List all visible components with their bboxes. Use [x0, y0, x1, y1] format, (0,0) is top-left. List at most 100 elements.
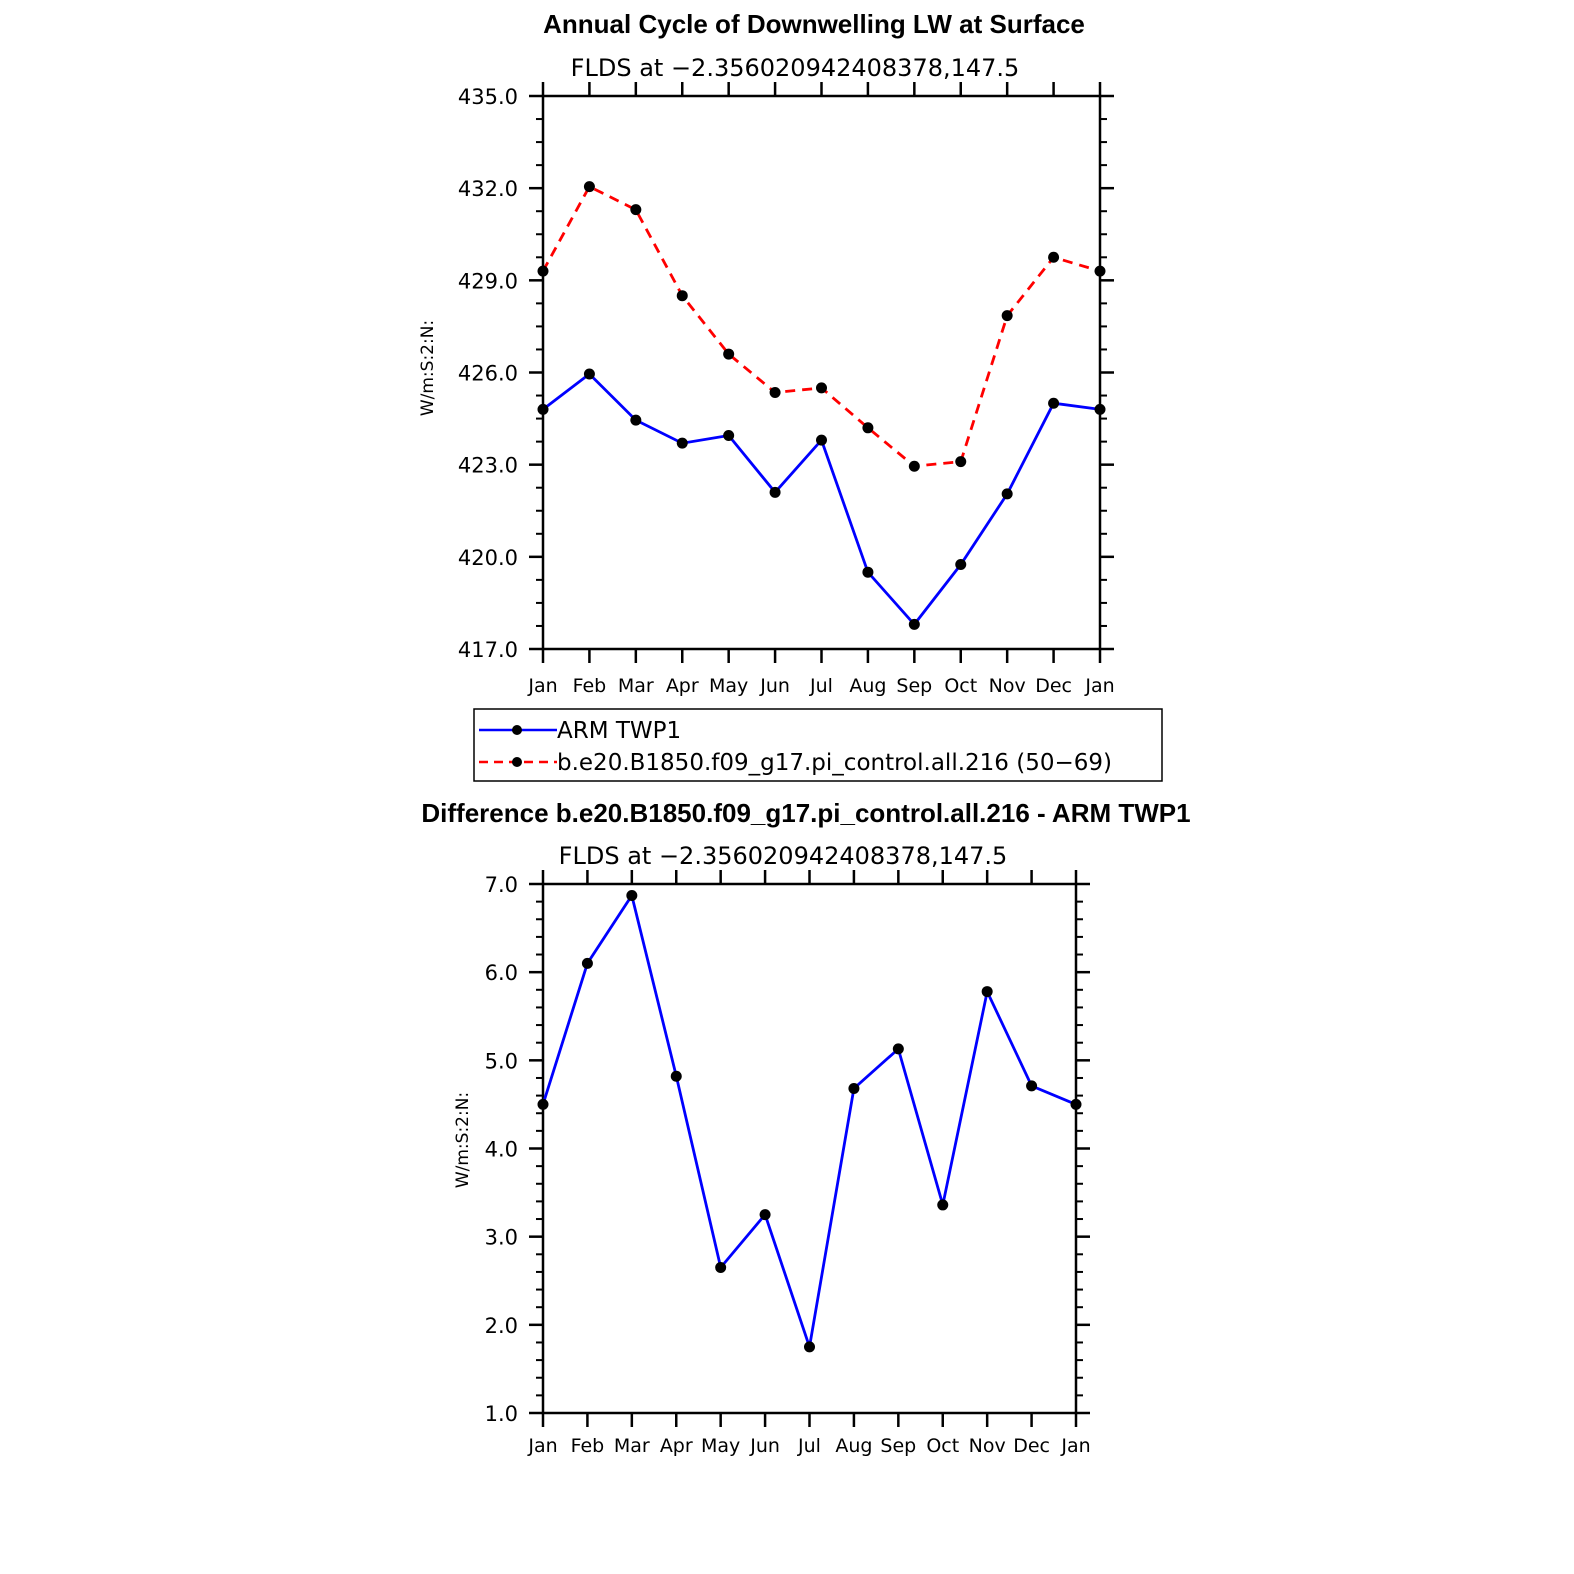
x-tick-label: Jan	[1060, 1435, 1090, 1457]
y-tick-label: 7.0	[485, 873, 518, 897]
data-point	[670, 1070, 682, 1082]
x-tick-label: Sep	[880, 1435, 916, 1457]
x-tick-label: Apr	[666, 675, 699, 697]
y-tick-label: 429.0	[458, 269, 518, 293]
data-point	[1094, 265, 1106, 277]
data-point	[769, 486, 781, 498]
data-point	[862, 422, 874, 434]
axes-frame: 1.0 2.0 3.0 4.0 5.0 6.0 7.0 Jan Feb Mar Apr May Jun J…	[485, 870, 1091, 1457]
data-point	[981, 986, 993, 998]
x-tick-label: Jan	[527, 675, 557, 697]
y-axis-label: W/m:S:2:N:	[418, 320, 438, 416]
chart-panel-annual-cycle: Annual Cycle of Downwelling LW at Surfac…	[418, 9, 1115, 697]
x-tick-label: Dec	[1035, 675, 1072, 697]
data-point	[630, 414, 642, 426]
series-line-0	[541, 892, 1077, 1348]
data-point	[1048, 251, 1060, 263]
x-tick-label: May	[709, 675, 748, 697]
legend-marker-arm	[512, 725, 522, 735]
legend-box	[473, 708, 1163, 782]
data-point	[583, 368, 595, 380]
data-point	[1070, 1098, 1082, 1110]
data-point	[908, 460, 920, 472]
data-point	[804, 1341, 815, 1353]
legend: ARM TWP1 b.e20.B1850.f09_g17.pi_control.…	[473, 708, 1163, 782]
x-tick-label: Nov	[989, 675, 1026, 697]
y-tick-label: 432.0	[458, 177, 518, 201]
x-tick-label: Jan	[1084, 675, 1114, 697]
plot-area	[537, 889, 1082, 1353]
y-tick-label: 4.0	[485, 1138, 518, 1162]
x-tick-label: Nov	[969, 1435, 1006, 1457]
data-point	[1094, 403, 1106, 415]
x-tick-label: Feb	[573, 675, 607, 697]
chart-subtitle: FLDS at −2.356020942408378,147.5	[559, 842, 1008, 870]
data-point	[626, 889, 638, 901]
x-tick-label: Apr	[660, 1435, 693, 1457]
data-point	[581, 957, 593, 969]
y-tick-label: 435.0	[458, 85, 518, 109]
x-tick-label: Aug	[835, 1435, 872, 1457]
x-tick-label: Mar	[618, 675, 654, 697]
data-point	[892, 1043, 904, 1055]
x-tick-label: Jan	[527, 1435, 557, 1457]
data-point	[759, 1209, 771, 1221]
chart-subtitle: FLDS at −2.356020942408378,147.5	[571, 54, 1020, 82]
x-tick-label: Jun	[749, 1435, 780, 1457]
data-point	[769, 386, 781, 398]
data-point	[1026, 1080, 1038, 1092]
x-tick-label: Oct	[944, 675, 977, 697]
data-point	[848, 1083, 860, 1095]
y-tick-label: 417.0	[458, 638, 518, 662]
data-point	[816, 382, 827, 394]
chart-title: Annual Cycle of Downwelling LW at Surfac…	[543, 9, 1085, 39]
data-point	[583, 181, 595, 193]
plot-area	[537, 181, 1106, 630]
x-tick-label: Dec	[1013, 1435, 1050, 1457]
x-tick-label: May	[701, 1435, 740, 1457]
x-tick-label: Mar	[614, 1435, 650, 1457]
data-point	[1001, 488, 1013, 500]
data-point	[816, 434, 827, 446]
data-point	[715, 1262, 727, 1274]
axes-frame: 417.0 420.0 423.0 426.0 429.0 432.0 435.0 Jan Fe…	[458, 82, 1115, 697]
data-point	[537, 265, 549, 277]
y-tick-label: 426.0	[458, 362, 518, 386]
chart-panel-difference: Difference b.e20.B1850.f09_g17.pi_contro…	[421, 798, 1190, 1457]
data-point	[862, 566, 874, 578]
legend-label-model: b.e20.B1850.f09_g17.pi_control.all.216 (…	[557, 750, 1112, 776]
data-point	[908, 618, 920, 630]
y-tick-label: 3.0	[485, 1226, 518, 1250]
plot-frame	[541, 882, 1078, 1415]
y-tick-label: 420.0	[458, 546, 518, 570]
y-axis-label: W/m:S:2:N:	[453, 1092, 473, 1188]
data-point	[630, 204, 642, 216]
x-tick-label: Oct	[926, 1435, 959, 1457]
legend-label-arm: ARM TWP1	[557, 718, 681, 744]
y-tick-label: 5.0	[485, 1049, 518, 1073]
x-tick-label: Jul	[797, 1435, 821, 1457]
y-tick-label: 423.0	[458, 454, 518, 478]
y-tick-label: 1.0	[485, 1402, 518, 1426]
data-point	[676, 437, 688, 449]
data-point	[723, 429, 735, 441]
plot-frame	[541, 94, 1102, 651]
data-point	[537, 1098, 549, 1110]
x-tick-label: Jul	[809, 675, 833, 697]
data-point	[937, 1199, 949, 1211]
data-point	[955, 559, 967, 571]
series-line-0	[542, 372, 1101, 627]
data-point	[676, 290, 688, 302]
x-tick-label: Aug	[849, 675, 886, 697]
x-tick-label: Sep	[896, 675, 932, 697]
data-point	[537, 403, 549, 415]
data-point	[1001, 310, 1013, 322]
data-point	[1048, 397, 1060, 409]
chart-title: Difference b.e20.B1850.f09_g17.pi_contro…	[421, 798, 1190, 828]
x-tick-label: Feb	[571, 1435, 605, 1457]
legend-marker-model	[512, 757, 522, 767]
data-point	[955, 456, 967, 468]
series-line-1	[541, 184, 1101, 468]
x-tick-label: Jun	[759, 675, 790, 697]
